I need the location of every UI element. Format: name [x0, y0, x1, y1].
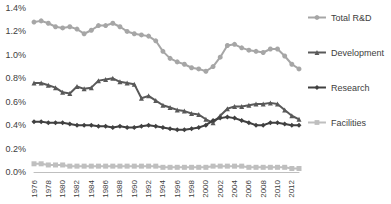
svg-text:1988: 1988 [115, 179, 124, 197]
svg-text:1978: 1978 [44, 179, 53, 197]
svg-text:0.6%: 0.6% [5, 97, 26, 107]
svg-text:1986: 1986 [101, 179, 110, 197]
svg-text:0.0%: 0.0% [5, 167, 26, 177]
svg-text:1.2%: 1.2% [5, 26, 26, 36]
svg-text:1996: 1996 [173, 179, 182, 197]
svg-text:1998: 1998 [187, 179, 196, 197]
svg-text:Facilities: Facilities [331, 118, 367, 128]
svg-text:0.4%: 0.4% [5, 120, 26, 130]
svg-text:2002: 2002 [216, 179, 225, 197]
svg-text:1982: 1982 [72, 179, 81, 197]
svg-text:2010: 2010 [273, 179, 282, 197]
svg-text:1990: 1990 [130, 179, 139, 197]
svg-text:2000: 2000 [201, 179, 210, 197]
svg-text:1980: 1980 [58, 179, 67, 197]
svg-text:Development: Development [331, 48, 385, 58]
svg-text:Research: Research [331, 83, 370, 93]
svg-text:1.4%: 1.4% [5, 3, 26, 13]
svg-text:2006: 2006 [244, 179, 253, 197]
svg-text:2012: 2012 [287, 179, 296, 197]
svg-text:2008: 2008 [259, 179, 268, 197]
svg-text:1984: 1984 [87, 179, 96, 197]
svg-text:1994: 1994 [158, 179, 167, 197]
svg-text:0.2%: 0.2% [5, 144, 26, 154]
svg-text:1976: 1976 [30, 179, 39, 197]
svg-text:Total R&D: Total R&D [331, 13, 372, 23]
svg-text:0.8%: 0.8% [5, 73, 26, 83]
svg-text:1.0%: 1.0% [5, 50, 26, 60]
svg-text:1992: 1992 [144, 179, 153, 197]
svg-text:2004: 2004 [230, 179, 239, 197]
